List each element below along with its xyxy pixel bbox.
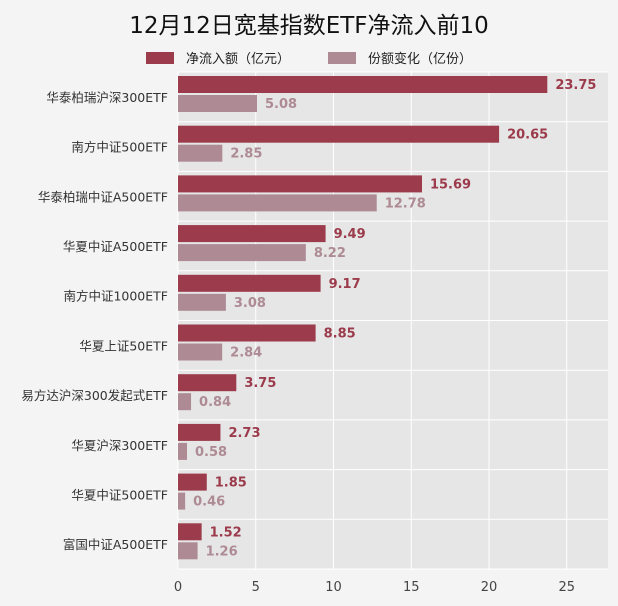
data-label-net-inflow: 20.65	[507, 128, 548, 143]
x-tick-label: 25	[558, 580, 575, 595]
data-label-net-inflow: 1.52	[210, 525, 242, 540]
data-label-share-change: 0.58	[195, 445, 227, 460]
data-label-share-change: 2.85	[230, 147, 262, 162]
bar-net-inflow	[178, 225, 326, 243]
data-label-net-inflow: 23.75	[555, 78, 596, 93]
bar-net-inflow	[178, 76, 548, 93]
legend-item-share-change: 份额变化（亿份）	[328, 48, 472, 67]
data-label-net-inflow: 9.49	[334, 227, 366, 242]
data-label-share-change: 5.08	[265, 97, 297, 112]
bar-net-inflow	[178, 523, 202, 541]
data-label-net-inflow: 3.75	[244, 376, 276, 391]
bar-share-change	[178, 542, 198, 560]
data-label-share-change: 2.84	[230, 346, 262, 361]
chart-title: 12月12日宽基指数ETF净流入前10	[129, 13, 489, 39]
data-label-share-change: 0.84	[199, 395, 231, 410]
category-label: 易方达沪深300发起式ETF	[21, 388, 168, 403]
category-label: 南方中证500ETF	[71, 140, 168, 155]
bar-net-inflow	[178, 324, 316, 342]
category-label: 华泰柏瑞沪深300ETF	[46, 90, 168, 105]
data-label-share-change: 12.78	[385, 196, 426, 211]
category-label: 华泰柏瑞中证A500ETF	[38, 189, 168, 204]
data-label-share-change: 1.26	[206, 544, 238, 559]
data-label-share-change: 8.22	[314, 246, 346, 261]
legend-label-share-change: 份额变化（亿份）	[368, 52, 473, 67]
category-label: 华夏沪深300ETF	[71, 438, 168, 453]
x-tick-label: 20	[481, 580, 498, 595]
bar-share-change	[178, 492, 186, 510]
bar-net-inflow	[178, 473, 207, 491]
category-label: 南方中证1000ETF	[63, 289, 168, 304]
x-tick-label: 5	[252, 580, 260, 595]
legend-item-net-inflow: 净流入额（亿元）	[145, 48, 290, 67]
bar-share-change	[178, 244, 306, 262]
data-label-share-change: 3.08	[234, 296, 266, 311]
bar-net-inflow	[178, 423, 221, 441]
bar-share-change	[178, 393, 192, 411]
data-label-net-inflow: 9.17	[329, 277, 361, 292]
bar-net-inflow	[178, 274, 321, 292]
data-label-net-inflow: 1.85	[215, 476, 247, 491]
data-label-net-inflow: 15.69	[430, 177, 471, 192]
bar-net-inflow	[178, 374, 237, 392]
x-tick-label: 0	[174, 580, 182, 595]
bar-share-change	[178, 194, 377, 212]
x-tick-label: 15	[403, 580, 420, 595]
category-label: 华夏上证50ETF	[79, 338, 168, 353]
category-label: 华夏中证A500ETF	[63, 239, 168, 254]
bar-net-inflow	[178, 175, 422, 193]
chart-legend: 净流入额（亿元） 份额变化（亿份）	[0, 48, 618, 67]
data-label-net-inflow: 2.73	[228, 426, 260, 441]
bar-share-change	[178, 95, 257, 112]
bar-share-change	[178, 442, 188, 460]
bar-share-change	[178, 144, 223, 162]
bar-share-change	[178, 343, 223, 361]
x-tick-label: 10	[325, 580, 342, 595]
category-label: 华夏中证500ETF	[71, 487, 168, 502]
legend-swatch-net-inflow	[145, 51, 174, 64]
legend-swatch-share-change	[328, 51, 356, 64]
bar-share-change	[178, 293, 226, 311]
bar-net-inflow	[178, 125, 500, 143]
data-label-net-inflow: 8.85	[324, 327, 356, 342]
category-label: 富国中证A500ETF	[63, 537, 168, 552]
legend-label-net-inflow: 净流入额（亿元）	[185, 52, 290, 67]
data-label-share-change: 0.46	[193, 495, 225, 510]
